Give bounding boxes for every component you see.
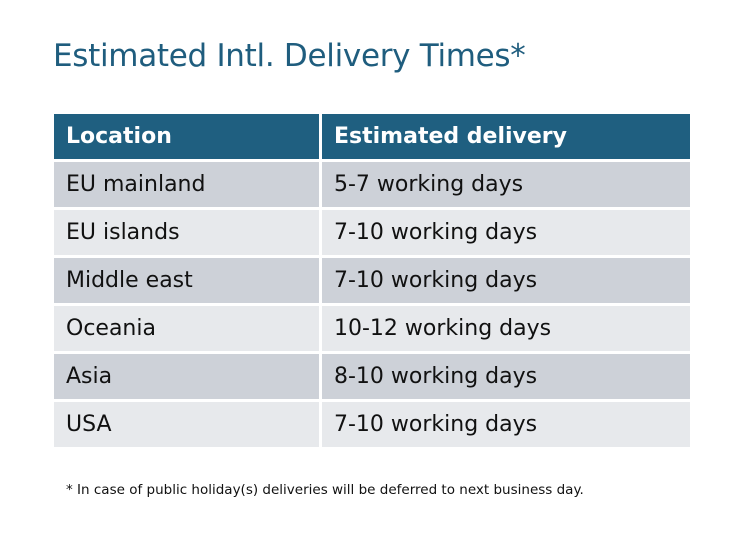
location-cell: EU islands — [54, 210, 319, 255]
delivery-table: Location Estimated delivery EU mainland … — [51, 111, 693, 450]
table-row: EU mainland 5-7 working days — [54, 162, 690, 207]
delivery-cell: 7-10 working days — [322, 210, 690, 255]
location-cell: Middle east — [54, 258, 319, 303]
location-cell: Asia — [54, 354, 319, 399]
delivery-cell: 8-10 working days — [322, 354, 690, 399]
table-row: USA 7-10 working days — [54, 402, 690, 447]
location-cell: USA — [54, 402, 319, 447]
table-row: Asia 8-10 working days — [54, 354, 690, 399]
location-cell: Oceania — [54, 306, 319, 351]
header-location: Location — [54, 114, 319, 159]
table-header: Location Estimated delivery — [54, 114, 690, 159]
header-estimated-delivery: Estimated delivery — [322, 114, 690, 159]
page-title: Estimated Intl. Delivery Times* — [53, 38, 526, 74]
delivery-cell: 10-12 working days — [322, 306, 690, 351]
table-row: EU islands 7-10 working days — [54, 210, 690, 255]
table-row: Oceania 10-12 working days — [54, 306, 690, 351]
delivery-cell: 7-10 working days — [322, 258, 690, 303]
delivery-cell: 7-10 working days — [322, 402, 690, 447]
location-cell: EU mainland — [54, 162, 319, 207]
footnote: * In case of public holiday(s) deliverie… — [66, 482, 584, 498]
delivery-cell: 5-7 working days — [322, 162, 690, 207]
table-row: Middle east 7-10 working days — [54, 258, 690, 303]
